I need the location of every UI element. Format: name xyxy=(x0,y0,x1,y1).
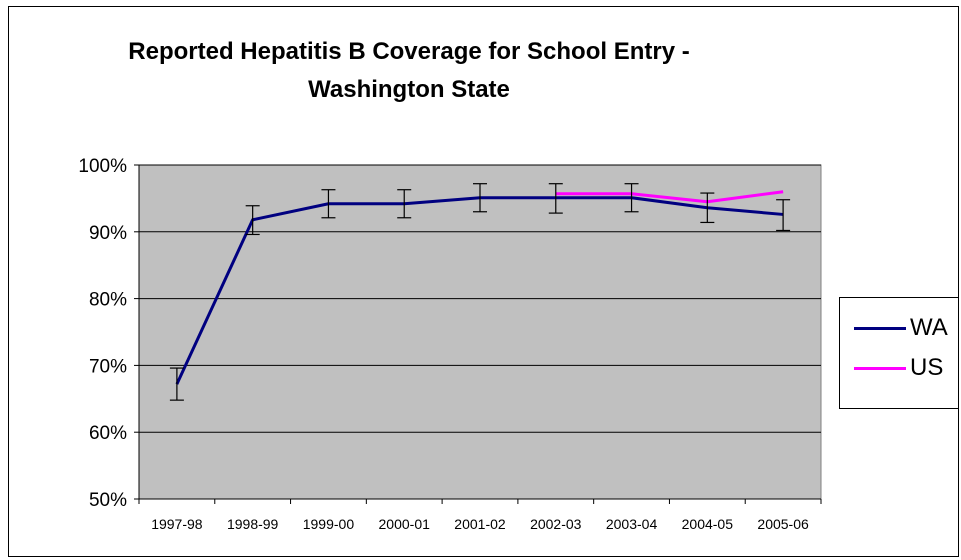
x-tick-label: 1999-00 xyxy=(303,516,355,532)
legend-label-wa: WA xyxy=(910,314,948,341)
series-line-us xyxy=(555,190,784,204)
legend-swatch-us xyxy=(854,366,906,370)
chart-title-line-2: Washington State xyxy=(308,76,510,103)
x-tick-label: 1998-99 xyxy=(227,516,279,532)
x-tick-label: 2001-02 xyxy=(454,516,506,532)
y-tick-label: 60% xyxy=(89,423,127,444)
y-tick-label: 90% xyxy=(89,223,127,244)
x-tick-label: 2002-03 xyxy=(530,516,582,532)
legend-item-wa: WA xyxy=(854,310,948,346)
plot-area xyxy=(138,164,822,500)
y-tick-label: 100% xyxy=(78,156,127,177)
y-tick-label: 50% xyxy=(89,490,127,511)
x-tick-label: 2004-05 xyxy=(682,516,734,532)
line-chart: 50% 60% 70% 80% 90% 100% 1997-98 1998-99 1999-00… xyxy=(78,156,822,532)
x-tick-label: 2000-01 xyxy=(379,516,431,532)
x-tick-label: 2003-04 xyxy=(606,516,658,532)
legend-item-us: US xyxy=(854,350,943,386)
chart-frame: Reported Hepatitis B Coverage for School… xyxy=(8,6,959,557)
x-tick-label: 2005-06 xyxy=(757,516,809,532)
y-tick-label: 80% xyxy=(89,290,127,311)
chart-title: Reported Hepatitis B Coverage for School… xyxy=(9,33,809,109)
y-tick-label: 70% xyxy=(89,356,127,377)
legend-label-us: US xyxy=(910,354,944,381)
chart-title-line-1: Reported Hepatitis B Coverage for School… xyxy=(128,38,690,65)
legend: WA US xyxy=(839,297,958,409)
legend-swatch-wa xyxy=(854,326,906,330)
x-tick-label: 1997-98 xyxy=(151,516,203,532)
